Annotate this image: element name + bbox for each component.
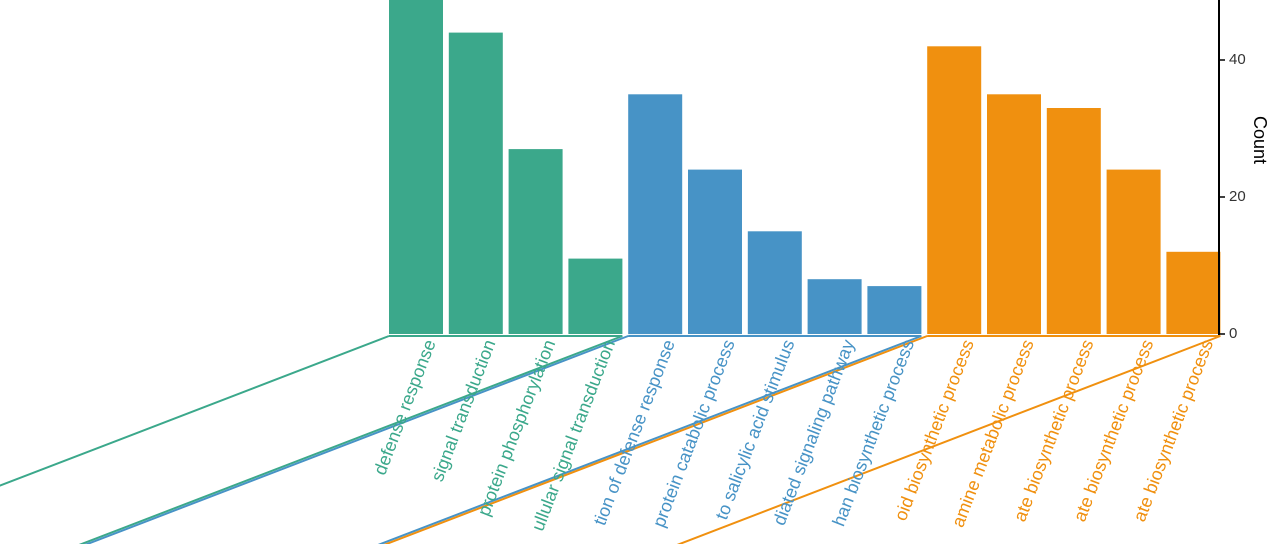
bar-3-1	[927, 46, 982, 335]
y-axis-title: Count	[1250, 116, 1270, 164]
group-bracket-1	[0, 335, 623, 544]
bar-3-2	[987, 94, 1041, 335]
category-label: defense response	[370, 337, 440, 478]
group-bracket-3	[383, 335, 1221, 544]
bar-2-3	[747, 231, 802, 335]
group-brackets-layer	[0, 335, 1221, 544]
category-label: signal transduction	[427, 337, 499, 484]
bar-1-3	[508, 149, 563, 334]
y-tick-label: 20	[1229, 188, 1246, 205]
bar-3-3	[1046, 108, 1101, 334]
bar-2-2	[688, 169, 742, 334]
y-tick-label: 40	[1229, 51, 1246, 68]
bar-1-2	[448, 32, 503, 334]
bar-3-4	[1106, 169, 1161, 334]
y-axis: 0 20 40	[1218, 0, 1246, 342]
y-tick-label: 0	[1229, 325, 1237, 342]
bar-1-1	[389, 0, 443, 334]
bar-3-5	[1166, 251, 1221, 334]
group-bracket-2	[84, 335, 922, 544]
bar-2-4	[807, 279, 862, 334]
bars-layer	[389, 0, 1221, 335]
bar-2-5	[867, 286, 922, 334]
bar-1-4	[568, 258, 623, 334]
bar-2-1	[628, 94, 683, 335]
